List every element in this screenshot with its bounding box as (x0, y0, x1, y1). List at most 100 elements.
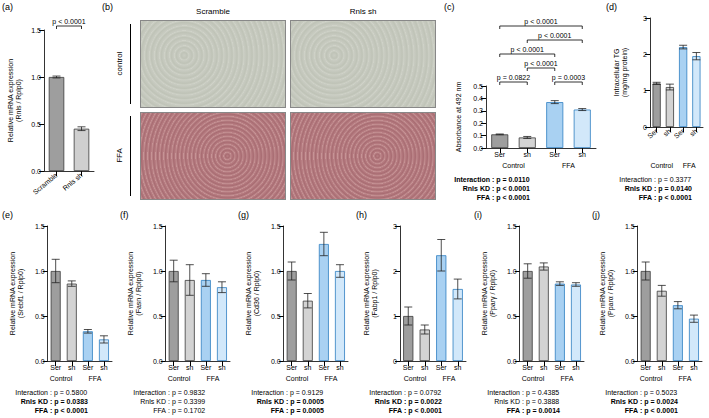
svg-text:1: 1 (643, 87, 647, 94)
svg-text:(Fabp1 / Rplp0): (Fabp1 / Rplp0) (371, 269, 379, 318)
svg-text:2: 2 (643, 51, 647, 58)
svg-text:: p = 0.1702: : p = 0.1702 (168, 407, 205, 415)
svg-text:Control: Control (522, 375, 545, 382)
svg-text:(a): (a) (2, 2, 13, 12)
svg-text:(j): (j) (592, 210, 600, 220)
svg-text:1.5: 1.5 (507, 223, 517, 230)
svg-text:0: 0 (393, 358, 397, 365)
svg-text:: p = 0.0140: : p = 0.0140 (654, 185, 692, 193)
svg-text:sh: sh (100, 364, 108, 371)
svg-text:Rnls KD: Rnls KD (625, 185, 652, 192)
svg-text:Interaction: Interaction (133, 389, 166, 396)
svg-text:(Rnls / Rplp0): (Rnls / Rplp0) (15, 79, 23, 122)
svg-text:: p = 0.5023: : p = 0.5023 (640, 389, 677, 397)
svg-text:: p < 0.0001: : p < 0.0001 (654, 194, 692, 202)
svg-text:FFA: FFA (625, 407, 638, 414)
svg-text:Relative mRNA expression: Relative mRNA expression (7, 59, 15, 142)
svg-text:0.0: 0.0 (153, 358, 163, 365)
svg-text:0.5: 0.5 (271, 313, 281, 320)
svg-text:Ser: Ser (522, 364, 534, 371)
svg-text:Interaction: Interaction (15, 389, 48, 396)
svg-text:3: 3 (393, 223, 397, 230)
svg-text:Ser: Ser (672, 364, 684, 371)
svg-text:(f): (f) (120, 210, 129, 220)
svg-text:Control: Control (168, 375, 191, 382)
svg-text:sh: sh (68, 364, 76, 371)
svg-text:FFA: FFA (325, 375, 338, 382)
svg-text:0.5: 0.5 (35, 313, 45, 320)
svg-text:Rnls sh: Rnls sh (61, 171, 83, 191)
svg-text:0.3: 0.3 (473, 107, 483, 114)
svg-text:sh: sh (690, 364, 698, 371)
svg-text:sh: sh (336, 364, 344, 371)
svg-text:0.5: 0.5 (473, 83, 483, 90)
svg-text:1.0: 1.0 (507, 268, 517, 275)
svg-text:FFA: FFA (207, 375, 220, 382)
svg-text:sh: sh (186, 364, 194, 371)
svg-text:0.0: 0.0 (35, 358, 45, 365)
svg-text:1.0: 1.0 (31, 74, 41, 81)
svg-text:Control: Control (286, 375, 309, 382)
svg-text:FFA: FFA (477, 194, 490, 201)
svg-text:sh: sh (218, 364, 226, 371)
svg-text:Relative mRNA expression: Relative mRNA expression (127, 252, 135, 335)
svg-text:Rnls KD: Rnls KD (21, 398, 48, 405)
svg-text:0.5: 0.5 (507, 313, 517, 320)
svg-text:FFA: FFA (89, 375, 102, 382)
svg-text:1.0: 1.0 (271, 268, 281, 275)
svg-text:FFA: FFA (507, 407, 520, 414)
svg-text:: p < 0.0001: : p < 0.0001 (492, 194, 530, 202)
svg-text:0: 0 (643, 124, 647, 131)
svg-text:0.5: 0.5 (153, 313, 163, 320)
svg-text:1.5: 1.5 (35, 223, 45, 230)
svg-text:0.2: 0.2 (473, 120, 483, 127)
svg-text:sh: sh (421, 364, 429, 371)
svg-text:Rnls KD: Rnls KD (494, 398, 520, 405)
svg-text:0.0: 0.0 (507, 358, 517, 365)
svg-text:Scramble: Scramble (32, 171, 59, 195)
svg-text:1.5: 1.5 (625, 223, 635, 230)
svg-text:Ser: Ser (549, 151, 561, 158)
svg-text:p < 0.0001: p < 0.0001 (524, 60, 557, 68)
svg-text:0.5: 0.5 (625, 313, 635, 320)
svg-text:: p < 0.0001: : p < 0.0001 (492, 185, 530, 193)
svg-text:0.0: 0.0 (473, 145, 483, 152)
svg-text:(g): (g) (238, 210, 249, 220)
svg-text:: p = 0.9832: : p = 0.9832 (168, 389, 205, 397)
svg-text:Absorbance at 492 nm: Absorbance at 492 nm (455, 82, 462, 153)
svg-text:p < 0.0001: p < 0.0001 (538, 32, 571, 40)
svg-text:(mg/mg protein): (mg/mg protein) (621, 48, 629, 97)
svg-text:: p = 0.0005: : p = 0.0005 (286, 407, 324, 415)
svg-text:: p < 0.0001: : p < 0.0001 (50, 407, 88, 415)
svg-text:Rnls KD: Rnls KD (140, 398, 166, 405)
svg-text:Control: Control (50, 375, 73, 382)
svg-text:Rnls KD: Rnls KD (463, 185, 490, 192)
svg-text:1.0: 1.0 (35, 268, 45, 275)
svg-text:(Pparγ / Rplp0): (Pparγ / Rplp0) (489, 270, 497, 317)
svg-text:FFA: FFA (389, 407, 402, 414)
svg-text:p = 0.0822: p = 0.0822 (497, 74, 530, 82)
svg-text:: p < 0.0001: : p < 0.0001 (640, 407, 678, 415)
svg-text:Interaction: Interaction (454, 176, 490, 183)
svg-text:: p = 0.3888: : p = 0.3888 (522, 398, 559, 406)
svg-text:Rnls KD: Rnls KD (375, 398, 402, 405)
svg-text:(Srebf1 / Rplp0): (Srebf1 / Rplp0) (17, 269, 25, 318)
svg-text:(Pparα / Rplp0): (Pparα / Rplp0) (607, 270, 615, 318)
svg-text:: p = 0.0792: : p = 0.0792 (404, 389, 441, 397)
svg-text:1.5: 1.5 (31, 27, 41, 34)
svg-text:: p = 0.4385: : p = 0.4385 (522, 389, 559, 397)
svg-text:Ser: Ser (200, 364, 212, 371)
svg-text:(i): (i) (474, 210, 482, 220)
svg-text:Rnls KD: Rnls KD (257, 398, 284, 405)
svg-text:Ser: Ser (673, 127, 686, 140)
svg-text:Rnls KD: Rnls KD (611, 398, 638, 405)
svg-text:Interaction: Interaction (487, 389, 520, 396)
svg-text:Ser: Ser (494, 151, 506, 158)
svg-text:0.0: 0.0 (31, 168, 41, 175)
svg-text:Ser: Ser (82, 364, 94, 371)
svg-text:1.0: 1.0 (153, 268, 163, 275)
svg-text:sh: sh (540, 364, 548, 371)
svg-text:FFA: FFA (271, 407, 284, 414)
svg-text:Ser: Ser (646, 127, 659, 140)
svg-text:: p = 0.0110: : p = 0.0110 (492, 176, 530, 184)
